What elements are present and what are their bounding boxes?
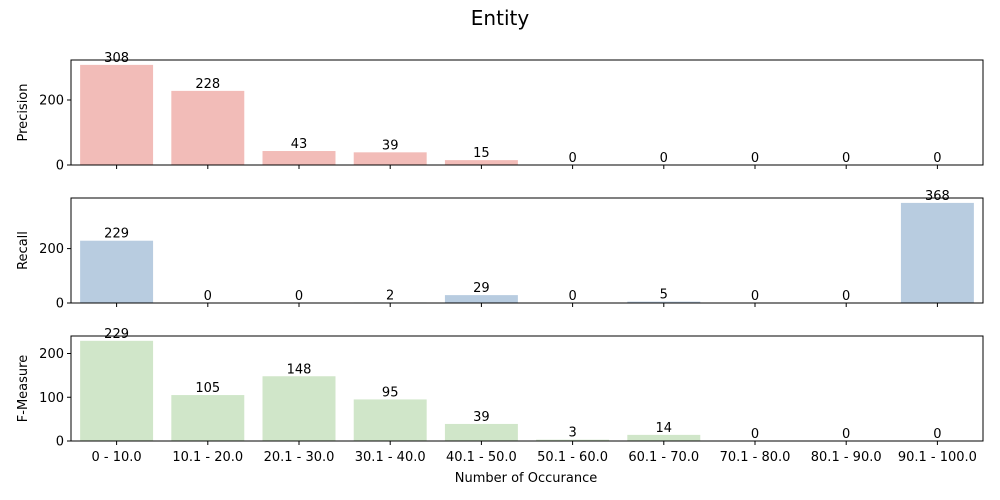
bar [444, 295, 518, 303]
data-label: 0 [568, 289, 576, 304]
bar [627, 301, 701, 303]
x-tick-label: 80.1 - 90.0 [811, 450, 882, 465]
plot-frame [70, 335, 984, 442]
data-label: 0 [933, 427, 941, 442]
bar [80, 240, 154, 303]
bar [627, 434, 701, 441]
y-axis-label: Precision [16, 83, 31, 141]
data-label: 0 [842, 289, 850, 304]
bar [353, 399, 427, 441]
y-tick-label: 0 [56, 159, 64, 174]
data-label: 2 [386, 288, 394, 303]
bar [353, 152, 427, 165]
x-tick-label: 50.1 - 60.0 [537, 450, 608, 465]
y-tick-label: 200 [39, 347, 64, 362]
bar [80, 64, 154, 165]
data-label: 148 [287, 362, 312, 377]
plot-frame [70, 197, 984, 304]
y-tick-label: 200 [39, 242, 64, 257]
data-label: 15 [473, 146, 490, 161]
bar [80, 340, 154, 441]
x-tick-label: 20.1 - 30.0 [264, 450, 335, 465]
x-axis-label: Number of Occurance [455, 471, 597, 486]
y-tick-label: 0 [56, 297, 64, 312]
data-label: 368 [925, 189, 950, 204]
data-label: 29 [473, 281, 490, 296]
y-axis-label: Recall [16, 231, 31, 270]
data-label: 0 [295, 289, 303, 304]
x-tick-label: 70.1 - 80.0 [720, 450, 791, 465]
data-label: 95 [382, 385, 399, 400]
y-axis-label: F-Measure [16, 355, 31, 422]
data-label: 229 [104, 327, 129, 342]
data-label: 105 [195, 381, 220, 396]
panel-f-measure: 229 105 148 95 39 3 14 0 0 0 0 100 200 0 - 10.0 10.1 -… [16, 327, 984, 465]
bar [900, 202, 974, 303]
data-label: 0 [933, 151, 941, 166]
data-label: 308 [104, 51, 129, 66]
data-label: 0 [751, 289, 759, 304]
data-label: 228 [195, 77, 220, 92]
bar [262, 151, 336, 165]
data-label: 0 [751, 427, 759, 442]
y-tick-label: 0 [56, 435, 64, 450]
bar [171, 395, 245, 441]
bar [444, 160, 518, 165]
x-tick-label: 0 - 10.0 [92, 450, 142, 465]
bar [171, 90, 245, 165]
data-label: 0 [568, 151, 576, 166]
data-label: 3 [568, 426, 576, 441]
data-label: 0 [842, 151, 850, 166]
plot-frame [70, 59, 984, 166]
x-tick-label: 10.1 - 20.0 [172, 450, 243, 465]
x-tick-label: 30.1 - 40.0 [355, 450, 426, 465]
x-tick-label: 40.1 - 50.0 [446, 450, 517, 465]
x-tick-label: 90.1 - 100.0 [898, 450, 977, 465]
data-label: 0 [660, 151, 668, 166]
chart-title: Entity [471, 6, 530, 30]
x-tick-label: 60.1 - 70.0 [628, 450, 699, 465]
data-label: 5 [660, 288, 668, 303]
bar [262, 376, 336, 441]
bar [444, 423, 518, 441]
data-label: 39 [473, 410, 490, 425]
panel-precision: 308 228 43 39 15 0 0 0 0 0 0 200 Precision [16, 51, 984, 174]
data-label: 14 [656, 421, 673, 436]
data-label: 0 [842, 427, 850, 442]
y-tick-label: 200 [39, 93, 64, 108]
data-label: 0 [204, 289, 212, 304]
data-label: 229 [104, 227, 129, 242]
data-label: 0 [751, 151, 759, 166]
data-label: 43 [291, 137, 308, 152]
data-label: 39 [382, 138, 399, 153]
y-tick-label: 100 [39, 391, 64, 406]
bar [536, 439, 610, 441]
